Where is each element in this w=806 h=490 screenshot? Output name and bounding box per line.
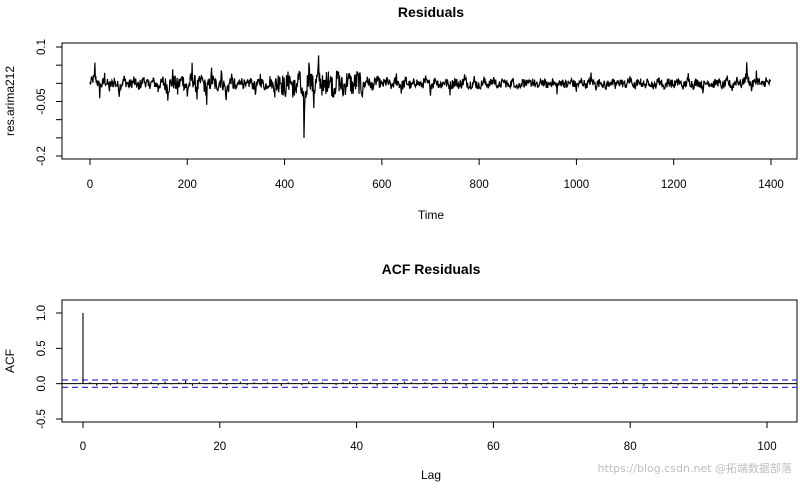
residuals-y-tick-label: -0.05 xyxy=(36,88,48,114)
residuals-title: Residuals xyxy=(398,4,464,20)
acf-y-tick-label: 0.5 xyxy=(36,340,48,356)
residuals-y-axis: 0.1 -0.05 -0.2 xyxy=(36,39,63,166)
acf-ylabel: ACF xyxy=(3,349,17,373)
acf-y-tick-label: -0.5 xyxy=(36,409,48,429)
residuals-x-tick-label: 1400 xyxy=(758,179,784,191)
acf-x-axis: 0 20 40 60 80 100 xyxy=(80,421,777,453)
acf-x-tick-label: 80 xyxy=(624,441,637,453)
acf-y-axis: 1.0 0.5 0.0 -0.5 xyxy=(36,305,63,429)
acf-chart: ACF Residuals 0 20 40 60 80 100 1.0 0.5 0.0 -0.5… xyxy=(3,261,798,482)
acf-x-tick-label: 60 xyxy=(487,441,500,453)
residuals-chart: Residuals 0 200 400 600 800 1000 1200 1400 0.1 -… xyxy=(3,4,798,222)
residuals-x-tick-label: 800 xyxy=(470,179,489,191)
acf-y-tick-label: 1.0 xyxy=(36,305,48,321)
acf-xlabel: Lag xyxy=(421,468,441,482)
acf-title: ACF Residuals xyxy=(382,261,481,277)
residuals-y-tick-label: -0.2 xyxy=(36,146,48,166)
residuals-xlabel: Time xyxy=(418,208,445,222)
residuals-x-tick-label: 400 xyxy=(275,179,294,191)
residuals-x-tick-label: 200 xyxy=(178,179,197,191)
acf-x-tick-label: 20 xyxy=(213,441,226,453)
watermark: https://blog.csdn.net @拓端数据部落 xyxy=(597,462,792,475)
acf-y-tick-label: 0.0 xyxy=(36,376,48,392)
residuals-y-tick-label: 0.1 xyxy=(36,39,48,55)
acf-bars xyxy=(82,313,768,386)
residuals-x-tick-label: 1200 xyxy=(661,179,687,191)
acf-x-tick-label: 100 xyxy=(757,441,776,453)
residuals-x-tick-label: 600 xyxy=(372,179,391,191)
residuals-x-tick-label: 1000 xyxy=(564,179,590,191)
residuals-plot-frame xyxy=(61,42,798,160)
residuals-x-axis: 0 200 400 600 800 1000 1200 1400 xyxy=(87,158,784,191)
acf-x-tick-label: 40 xyxy=(350,441,363,453)
residuals-ylabel: res.arima212 xyxy=(3,66,17,136)
residuals-x-tick-label: 0 xyxy=(87,179,93,191)
residuals-series-line xyxy=(89,55,771,139)
acf-plot-frame xyxy=(61,299,798,423)
acf-x-tick-label: 0 xyxy=(80,441,86,453)
